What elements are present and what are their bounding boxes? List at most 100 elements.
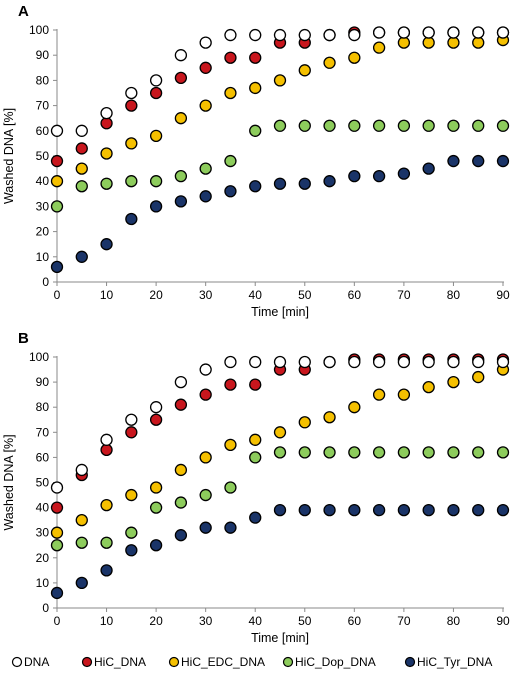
data-point [472,119,485,132]
data-point [199,363,212,376]
data-point [100,433,113,446]
legend-label: HiC_EDC_DNA [181,655,265,669]
data-point [199,190,212,203]
data-point [348,503,361,517]
data-point [323,119,336,132]
data-point [323,503,336,517]
data-point [323,28,336,42]
x-tick-label: 80 [447,614,461,628]
data-point [100,498,113,512]
series-hic-edc-dna [50,363,510,539]
data-point [224,51,237,64]
data-point [397,355,411,369]
data-point [348,446,361,459]
data-point [249,378,262,391]
data-point [298,446,311,459]
y-tick-label: 100 [29,350,49,364]
data-point [348,51,361,64]
y-tick-label: 70 [36,99,50,113]
data-point [348,28,361,42]
data-point [50,481,64,494]
data-point [50,200,64,213]
data-point [249,81,262,95]
data-point [496,154,510,168]
data-point [249,51,262,64]
data-point [224,481,237,494]
data-point [298,416,311,429]
legend-label: DNA [24,655,49,669]
data-point [224,28,237,42]
data-point [372,446,386,459]
data-point [75,180,88,193]
x-tick-label: 50 [298,288,312,302]
data-point [273,74,287,87]
panel-label: B [18,330,29,347]
data-point [422,446,435,459]
data-point [298,355,311,369]
y-tick-label: 60 [36,450,50,464]
y-tick-label: 10 [36,250,50,264]
data-point [422,503,435,517]
panel-label: A [18,3,29,20]
chart-panel-a: A 0 10 20 30 40 50 60 70 80 90 100 0 10 20 30 40 50 60 70 80… [2,3,510,319]
y-tick-label: 20 [36,551,50,565]
data-point [100,107,113,120]
data-point [372,503,386,517]
data-point [75,576,88,590]
data-point [348,119,361,132]
data-point [50,539,64,552]
data-point [422,355,435,369]
data-point [125,426,138,439]
y-axis-title: Washed DNA [%] [2,108,16,204]
data-point [50,501,64,514]
data-point [472,355,485,369]
data-point [249,180,262,193]
legend-marker [11,656,23,668]
legend-item: HiC_Tyr_DNA [404,655,492,669]
data-point [199,99,212,112]
data-point [174,49,188,62]
y-tick-label: 50 [36,476,50,490]
data-point [472,154,485,168]
data-point [149,86,163,100]
data-point [50,124,64,137]
data-point [149,501,163,514]
data-point [100,238,113,251]
data-point [224,86,237,100]
data-point [372,355,386,369]
data-point [75,250,88,263]
data-point [149,200,163,213]
x-tick-label: 70 [397,614,411,628]
data-point [174,398,188,411]
data-point [496,503,510,517]
data-point [149,481,163,494]
data-point [100,443,113,457]
data-point [50,586,64,600]
data-point [323,446,336,459]
data-point [298,64,311,77]
data-point [397,36,411,49]
data-point [100,536,113,549]
series-hic-dop-dna [50,446,510,552]
x-tick-label: 40 [249,614,263,628]
data-point [199,521,212,534]
data-point [125,544,138,557]
legend-marker [404,656,416,668]
data-point [472,370,485,384]
data-point [75,142,88,155]
data-point [447,503,460,517]
data-point [447,119,460,132]
legend-marker [81,656,93,668]
legend-item: HiC_DNA [81,655,146,669]
data-point [496,26,510,39]
legend-item: DNA [11,655,49,669]
legend-item: HiC_Dop_DNA [282,655,376,669]
data-point [174,71,188,85]
data-point [397,167,411,180]
y-tick-label: 20 [36,225,50,239]
x-tick-label: 60 [348,614,362,628]
data-point [125,413,138,426]
data-point [125,137,138,150]
data-point [149,74,163,87]
data-point [249,355,262,369]
